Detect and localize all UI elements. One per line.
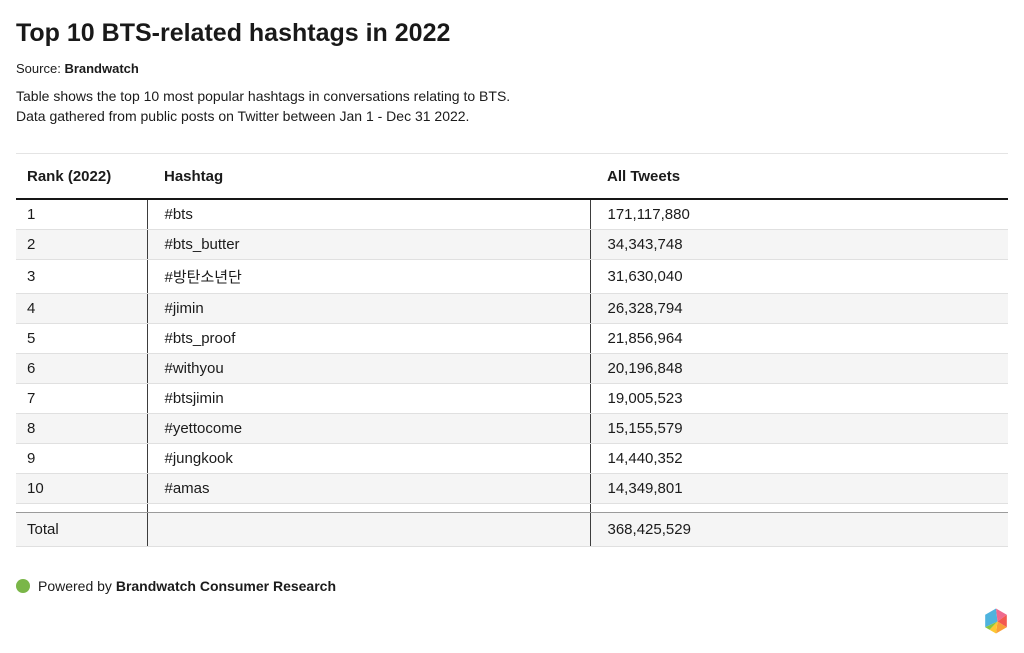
- brand-name: Brandwatch Consumer Research: [116, 578, 336, 594]
- cell-hashtag: #amas: [147, 474, 590, 504]
- cell-tweets: 15,155,579: [590, 414, 1008, 444]
- powered-by-label: Powered by: [38, 578, 112, 594]
- cell-tweets: 26,328,794: [590, 294, 1008, 324]
- table-row: 6#withyou20,196,848: [16, 354, 1008, 384]
- table-row: 5#bts_proof21,856,964: [16, 324, 1008, 354]
- page-title: Top 10 BTS-related hashtags in 2022: [16, 18, 1008, 48]
- header-row: Rank (2022) Hashtag All Tweets: [16, 154, 1008, 200]
- cell-rank: 3: [16, 260, 147, 294]
- page-container: Top 10 BTS-related hashtags in 2022 Sour…: [0, 18, 1024, 594]
- cell-tweets: 19,005,523: [590, 384, 1008, 414]
- total-value: 368,425,529: [590, 513, 1008, 547]
- cell-tweets: 20,196,848: [590, 354, 1008, 384]
- total-row: Total 368,425,529: [16, 513, 1008, 547]
- cell-rank: 8: [16, 414, 147, 444]
- total-label: Total: [16, 513, 147, 547]
- cell-rank: 6: [16, 354, 147, 384]
- description-line-2: Data gathered from public posts on Twitt…: [16, 106, 1008, 126]
- table-row: 2#bts_butter34,343,748: [16, 230, 1008, 260]
- cell-tweets: 34,343,748: [590, 230, 1008, 260]
- total-hashtag-cell: [147, 513, 590, 547]
- spacer-row: [16, 504, 1008, 513]
- cell-rank: 9: [16, 444, 147, 474]
- cell-hashtag: #jungkook: [147, 444, 590, 474]
- cell-rank: 7: [16, 384, 147, 414]
- cell-hashtag: #withyou: [147, 354, 590, 384]
- cell-hashtag: #jimin: [147, 294, 590, 324]
- table-row: 4#jimin26,328,794: [16, 294, 1008, 324]
- cell-hashtag: #bts_proof: [147, 324, 590, 354]
- column-header-rank: Rank (2022): [16, 154, 147, 200]
- table-row: 8#yettocome15,155,579: [16, 414, 1008, 444]
- cell-tweets: 14,440,352: [590, 444, 1008, 474]
- cell-rank: 10: [16, 474, 147, 504]
- cell-hashtag: #yettocome: [147, 414, 590, 444]
- table-header: Rank (2022) Hashtag All Tweets: [16, 154, 1008, 200]
- source-label: Source:: [16, 61, 61, 76]
- cell-hashtag: #btsjimin: [147, 384, 590, 414]
- cell-hashtag: #bts_butter: [147, 230, 590, 260]
- cell-tweets: 21,856,964: [590, 324, 1008, 354]
- cell-hashtag: #방탄소년단: [147, 260, 590, 294]
- hashtags-table: Rank (2022) Hashtag All Tweets 1#bts171,…: [16, 153, 1008, 547]
- table-summary-body: Total 368,425,529: [16, 504, 1008, 547]
- cell-hashtag: #bts: [147, 199, 590, 230]
- status-dot-icon: [16, 579, 30, 593]
- brandwatch-hexagon-logo-icon: [982, 607, 1010, 635]
- cell-rank: 5: [16, 324, 147, 354]
- source-value: Brandwatch: [64, 61, 138, 76]
- table-row: 7#btsjimin19,005,523: [16, 384, 1008, 414]
- footer-bar: Powered by Brandwatch Consumer Research: [16, 578, 1008, 594]
- description-line-1: Table shows the top 10 most popular hash…: [16, 86, 1008, 106]
- cell-tweets: 171,117,880: [590, 199, 1008, 230]
- column-header-hashtag: Hashtag: [147, 154, 590, 200]
- table-row: 10#amas14,349,801: [16, 474, 1008, 504]
- cell-tweets: 14,349,801: [590, 474, 1008, 504]
- column-header-all-tweets: All Tweets: [590, 154, 1008, 200]
- table-body: 1#bts171,117,8802#bts_butter34,343,7483#…: [16, 199, 1008, 504]
- source-line: Source: Brandwatch: [16, 61, 1008, 77]
- powered-by-text: Powered by Brandwatch Consumer Research: [38, 578, 336, 594]
- cell-rank: 2: [16, 230, 147, 260]
- table-row: 3#방탄소년단31,630,040: [16, 260, 1008, 294]
- description: Table shows the top 10 most popular hash…: [16, 86, 1008, 126]
- cell-tweets: 31,630,040: [590, 260, 1008, 294]
- cell-rank: 4: [16, 294, 147, 324]
- cell-rank: 1: [16, 199, 147, 230]
- table-row: 9#jungkook14,440,352: [16, 444, 1008, 474]
- table-row: 1#bts171,117,880: [16, 199, 1008, 230]
